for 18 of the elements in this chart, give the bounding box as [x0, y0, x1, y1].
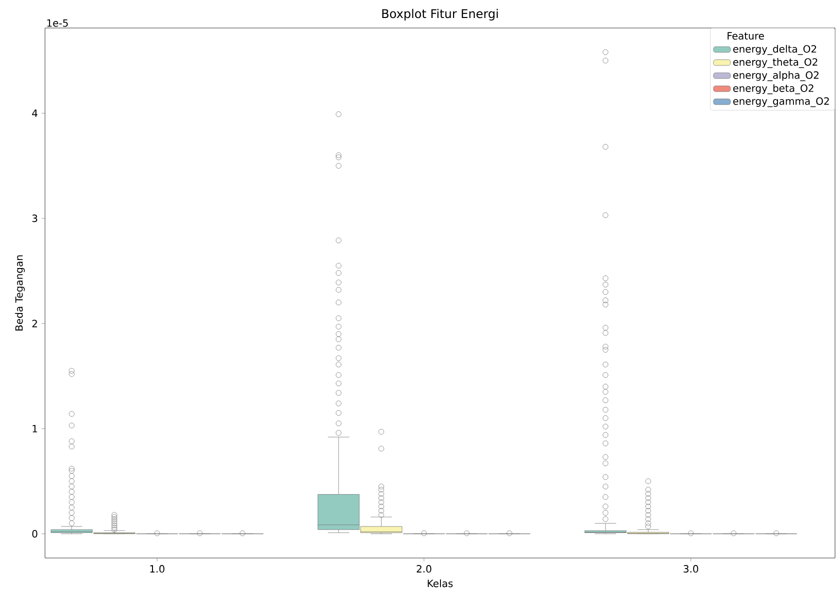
legend-label: energy_alpha_O2	[733, 71, 818, 82]
legend-title: Feature	[728, 32, 764, 40]
text: 1e-5	[47, 19, 68, 27]
chart-title: Boxplot Fitur Energi	[382, 8, 498, 20]
y-tick-label: 0	[32, 530, 38, 538]
x-tick-label: 3.0	[684, 565, 698, 573]
y-axis-title: Beda Tegangan	[15, 255, 25, 330]
y-tick-label: 1	[32, 425, 38, 432]
legend-label: energy_beta_O2	[733, 84, 814, 94]
x-tick-label: 2.0	[416, 565, 432, 573]
legend-label: energy_theta_O2	[733, 58, 818, 68]
y-tick-label: 4	[32, 110, 38, 117]
legend-label: energy_delta_O2	[733, 44, 816, 55]
x-axis-title: Kelas	[428, 579, 453, 588]
y-tick-label: 2	[32, 320, 37, 328]
y-tick-label: 3	[32, 214, 38, 222]
x-tick-label: 1.0	[150, 565, 164, 573]
legend-label: energy_gamma_O2	[733, 97, 829, 108]
